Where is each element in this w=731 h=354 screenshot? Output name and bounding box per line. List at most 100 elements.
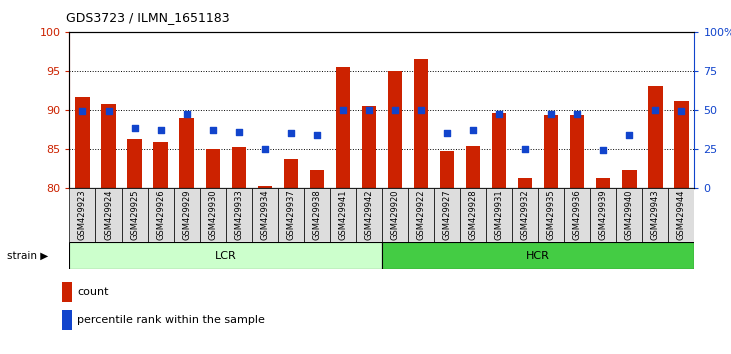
Bar [388, 71, 402, 188]
Bar [148, 188, 174, 242]
Point [233, 129, 245, 135]
Point [675, 108, 687, 114]
Bar [512, 188, 538, 242]
Bar [154, 142, 167, 188]
Text: percentile rank within the sample: percentile rank within the sample [77, 315, 265, 325]
Point [572, 112, 583, 117]
Bar [466, 146, 480, 188]
Text: LCR: LCR [215, 251, 237, 261]
Text: GSM429927: GSM429927 [442, 190, 452, 240]
Text: count: count [77, 287, 109, 297]
Bar [75, 97, 90, 188]
Bar [310, 170, 324, 188]
Text: strain ▶: strain ▶ [7, 251, 48, 261]
Bar [538, 188, 564, 242]
Bar [668, 188, 694, 242]
Bar [69, 188, 96, 242]
Text: GSM429931: GSM429931 [495, 190, 504, 240]
Point [389, 107, 401, 113]
Text: GSM429942: GSM429942 [365, 190, 374, 240]
Bar [382, 188, 408, 242]
Bar [330, 188, 356, 242]
Bar [434, 188, 460, 242]
Bar [180, 118, 194, 188]
Bar [336, 67, 350, 188]
Text: GSM429932: GSM429932 [520, 190, 530, 240]
Bar [102, 103, 115, 188]
Text: GSM429940: GSM429940 [625, 190, 634, 240]
Point [650, 107, 662, 113]
Text: GSM429924: GSM429924 [104, 190, 113, 240]
Point [624, 132, 635, 137]
Bar [590, 188, 616, 242]
Text: GSM429944: GSM429944 [677, 190, 686, 240]
Text: GSM429938: GSM429938 [312, 190, 322, 240]
Text: GDS3723 / ILMN_1651183: GDS3723 / ILMN_1651183 [66, 11, 230, 24]
Bar [648, 86, 662, 188]
Text: GSM429936: GSM429936 [573, 190, 582, 240]
Text: GSM429926: GSM429926 [156, 190, 165, 240]
Point [181, 112, 192, 117]
Point [493, 112, 505, 117]
Bar [200, 188, 226, 242]
Bar [414, 59, 428, 188]
Bar [173, 188, 200, 242]
Bar [304, 188, 330, 242]
Point [207, 127, 219, 133]
Point [545, 112, 557, 117]
Bar [674, 101, 689, 188]
Text: GSM429937: GSM429937 [287, 190, 295, 240]
Point [519, 146, 531, 152]
Bar [616, 188, 643, 242]
Text: GSM429941: GSM429941 [338, 190, 347, 240]
Bar [492, 113, 507, 188]
Bar [544, 115, 558, 188]
Bar [232, 147, 246, 188]
Text: GSM429930: GSM429930 [208, 190, 217, 240]
Text: GSM429929: GSM429929 [182, 190, 191, 240]
Bar [278, 188, 304, 242]
Point [259, 146, 270, 152]
Point [102, 108, 114, 114]
Point [77, 108, 88, 114]
Point [597, 147, 609, 153]
Text: GSM429923: GSM429923 [78, 190, 87, 240]
Bar [257, 186, 272, 188]
Bar [62, 282, 72, 302]
Point [311, 132, 322, 137]
Text: GSM429933: GSM429933 [234, 190, 243, 240]
Point [155, 127, 167, 133]
Bar [96, 188, 121, 242]
Text: HCR: HCR [526, 251, 550, 261]
Point [467, 127, 479, 133]
Point [363, 107, 375, 113]
Bar [408, 188, 434, 242]
Bar [362, 106, 376, 188]
Bar [205, 149, 220, 188]
Point [337, 107, 349, 113]
Bar [622, 170, 637, 188]
Text: GSM429922: GSM429922 [417, 190, 425, 240]
Bar [643, 188, 668, 242]
Text: GSM429925: GSM429925 [130, 190, 139, 240]
Text: GSM429939: GSM429939 [599, 190, 607, 240]
Bar [564, 188, 590, 242]
Text: GSM429920: GSM429920 [390, 190, 399, 240]
Bar [69, 242, 382, 269]
Text: GSM429943: GSM429943 [651, 190, 660, 240]
Bar [226, 188, 251, 242]
Point [415, 107, 427, 113]
Text: GSM429928: GSM429928 [469, 190, 477, 240]
Bar [356, 188, 382, 242]
Point [285, 130, 297, 136]
Bar [486, 188, 512, 242]
Point [129, 126, 140, 131]
Bar [127, 139, 142, 188]
Bar [382, 242, 694, 269]
Bar [62, 310, 72, 330]
Bar [284, 159, 298, 188]
Bar [251, 188, 278, 242]
Bar [518, 178, 532, 188]
Bar [440, 151, 454, 188]
Bar [460, 188, 486, 242]
